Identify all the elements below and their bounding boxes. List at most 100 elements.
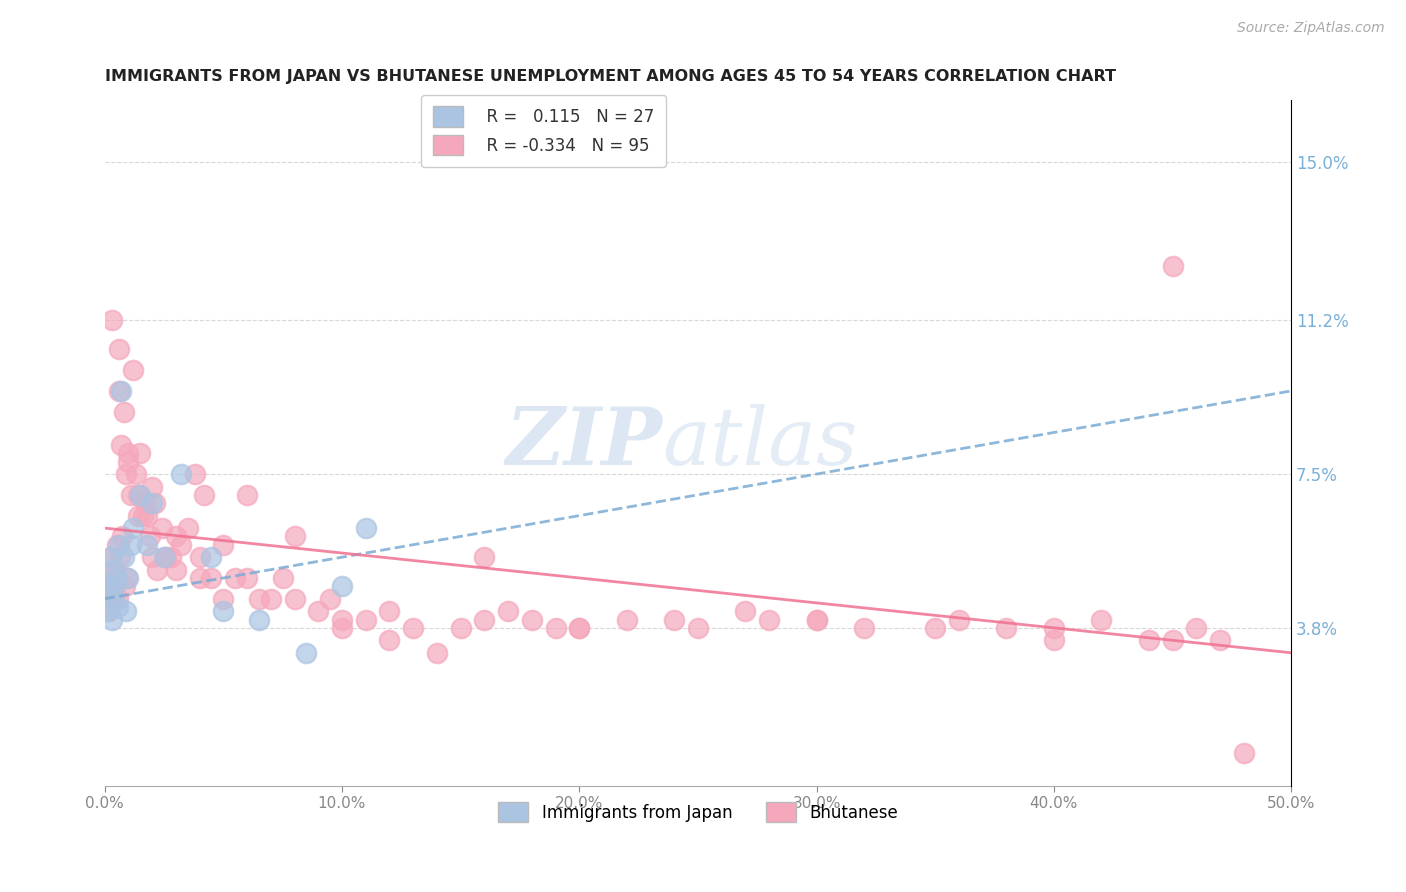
Point xyxy=(1161,259,1184,273)
Point xyxy=(472,550,495,565)
Point xyxy=(120,488,142,502)
Point xyxy=(1209,633,1232,648)
Point xyxy=(924,621,946,635)
Point xyxy=(247,613,270,627)
Point xyxy=(108,550,131,565)
Point xyxy=(354,613,377,627)
Text: IMMIGRANTS FROM JAPAN VS BHUTANESE UNEMPLOYMENT AMONG AGES 45 TO 54 YEARS CORREL: IMMIGRANTS FROM JAPAN VS BHUTANESE UNEMP… xyxy=(104,69,1116,84)
Point xyxy=(103,591,125,606)
Point xyxy=(139,529,162,543)
Point xyxy=(155,550,177,565)
Point xyxy=(127,508,149,523)
Point xyxy=(120,538,142,552)
Point xyxy=(105,538,128,552)
Point xyxy=(212,604,235,618)
Point xyxy=(131,508,153,523)
Point xyxy=(1043,621,1066,635)
Point xyxy=(193,488,215,502)
Point xyxy=(544,621,567,635)
Point xyxy=(378,633,401,648)
Point xyxy=(664,613,686,627)
Point xyxy=(271,571,294,585)
Point xyxy=(165,529,187,543)
Point xyxy=(330,613,353,627)
Point xyxy=(110,438,132,452)
Point xyxy=(236,571,259,585)
Point xyxy=(188,550,211,565)
Point xyxy=(853,621,876,635)
Legend: Immigrants from Japan, Bhutanese: Immigrants from Japan, Bhutanese xyxy=(488,792,908,832)
Point xyxy=(110,384,132,398)
Point xyxy=(160,550,183,565)
Point xyxy=(107,600,129,615)
Point xyxy=(114,579,136,593)
Point xyxy=(111,529,134,543)
Point xyxy=(97,579,120,593)
Point xyxy=(1161,633,1184,648)
Point xyxy=(330,579,353,593)
Point xyxy=(153,550,176,565)
Point xyxy=(177,521,200,535)
Point xyxy=(472,613,495,627)
Point xyxy=(101,563,124,577)
Point xyxy=(568,621,591,635)
Point xyxy=(115,604,138,618)
Point xyxy=(101,571,124,585)
Point xyxy=(141,550,163,565)
Point xyxy=(260,591,283,606)
Point xyxy=(112,405,135,419)
Point xyxy=(1185,621,1208,635)
Point xyxy=(1233,746,1256,760)
Point xyxy=(101,313,124,327)
Point xyxy=(402,621,425,635)
Point xyxy=(141,479,163,493)
Point xyxy=(212,591,235,606)
Point xyxy=(101,579,124,593)
Point xyxy=(136,508,159,523)
Point xyxy=(224,571,246,585)
Point xyxy=(169,538,191,552)
Point xyxy=(104,579,127,593)
Point xyxy=(616,613,638,627)
Point xyxy=(104,563,127,577)
Point xyxy=(1090,613,1112,627)
Point xyxy=(150,521,173,535)
Point xyxy=(200,550,222,565)
Text: Source: ZipAtlas.com: Source: ZipAtlas.com xyxy=(1237,21,1385,35)
Point xyxy=(200,571,222,585)
Point xyxy=(568,621,591,635)
Point xyxy=(146,563,169,577)
Point xyxy=(378,604,401,618)
Point xyxy=(127,488,149,502)
Point xyxy=(98,579,121,593)
Text: atlas: atlas xyxy=(662,404,858,482)
Point xyxy=(117,571,139,585)
Point xyxy=(184,467,207,481)
Point xyxy=(96,591,118,606)
Point xyxy=(129,488,152,502)
Point xyxy=(995,621,1018,635)
Point xyxy=(115,467,138,481)
Point xyxy=(108,538,131,552)
Point xyxy=(520,613,543,627)
Point xyxy=(188,571,211,585)
Point xyxy=(1043,633,1066,648)
Point xyxy=(165,563,187,577)
Point xyxy=(283,529,305,543)
Point xyxy=(143,496,166,510)
Point xyxy=(295,646,318,660)
Point xyxy=(806,613,828,627)
Point xyxy=(115,571,138,585)
Point xyxy=(124,467,146,481)
Point xyxy=(426,646,449,660)
Point xyxy=(117,446,139,460)
Point xyxy=(112,550,135,565)
Point xyxy=(734,604,756,618)
Point xyxy=(100,550,122,565)
Point xyxy=(450,621,472,635)
Point xyxy=(105,571,128,585)
Point xyxy=(496,604,519,618)
Text: ZIP: ZIP xyxy=(506,404,662,482)
Point xyxy=(169,467,191,481)
Point xyxy=(100,550,122,565)
